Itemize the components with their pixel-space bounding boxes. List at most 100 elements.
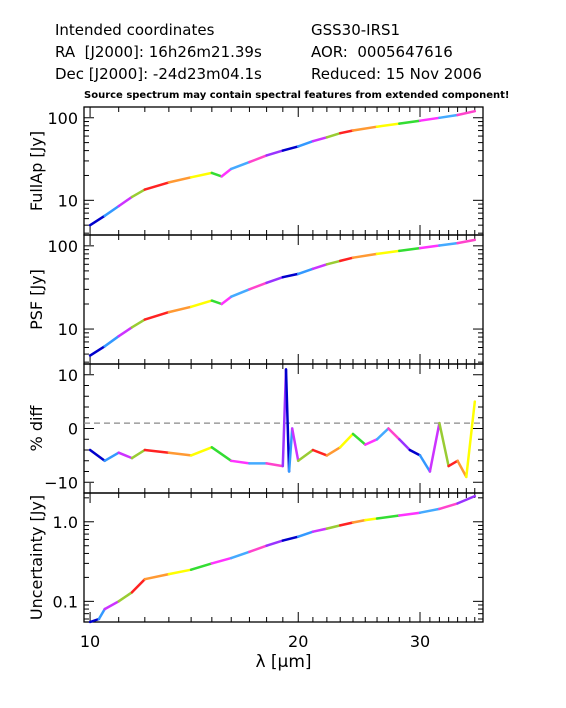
- data-segment: [311, 527, 329, 533]
- data-segment: [447, 459, 459, 468]
- x-tick-label: 10: [80, 632, 100, 651]
- data-segment: [265, 149, 285, 157]
- data-segment: [325, 259, 342, 266]
- data-segment: [265, 275, 285, 285]
- y-tick-label: 1.0: [53, 513, 78, 532]
- data-segment: [88, 214, 106, 227]
- data-segment: [167, 568, 193, 576]
- data-segment: [351, 252, 379, 259]
- data-segment: [438, 113, 459, 120]
- data-segment: [143, 181, 171, 191]
- data-segment: [375, 122, 401, 128]
- data-segment: [103, 334, 120, 348]
- data-segment: [290, 427, 300, 463]
- data-segment: [117, 195, 134, 208]
- data-segment: [103, 600, 120, 611]
- data-segment: [438, 241, 459, 247]
- data-segment: [248, 544, 268, 554]
- data-segment: [287, 427, 294, 473]
- data-segment: [296, 139, 315, 148]
- data-segment: [387, 427, 401, 441]
- data-segment: [130, 318, 147, 329]
- data-segment: [364, 517, 379, 522]
- y-axis-label: FullAp [Jy]: [27, 131, 46, 211]
- y-axis-label: % diff: [27, 405, 46, 452]
- data-segment: [456, 238, 477, 245]
- x-tick-label: 30: [410, 632, 430, 651]
- y-tick-label: 0.1: [53, 592, 78, 611]
- data-segment: [130, 577, 147, 594]
- data-segment: [117, 591, 134, 603]
- data-segment: [408, 448, 422, 457]
- data-segment: [338, 521, 355, 527]
- data-segment: [189, 446, 214, 457]
- data-segment: [438, 421, 450, 468]
- y-tick-label: 10: [58, 191, 78, 210]
- data-segment: [296, 267, 315, 276]
- header-dec: Dec [J2000]: -24d23m04.1s: [55, 65, 262, 83]
- data-segment: [351, 518, 367, 524]
- data-segment: [428, 421, 441, 473]
- data-segment: [418, 244, 441, 250]
- data-segment: [325, 446, 342, 457]
- data-segment: [284, 368, 291, 473]
- data-segment: [167, 305, 193, 314]
- panel-frame-4: [83, 492, 484, 623]
- data-segment: [117, 326, 134, 338]
- data-segment: [189, 562, 214, 571]
- data-segment: [325, 524, 342, 530]
- data-segment: [248, 154, 268, 164]
- data-segment: [189, 171, 214, 179]
- header-target-name: GSS30-IRS1: [311, 21, 401, 39]
- data-segment: [220, 295, 233, 306]
- extended-component-warning: Source spectrum may contain spectral fea…: [84, 90, 510, 101]
- data-segment: [167, 451, 193, 457]
- y-tick-label: 10: [58, 366, 78, 385]
- data-segment: [97, 607, 106, 621]
- data-segment: [438, 502, 459, 511]
- data-segment: [265, 539, 285, 547]
- x-axis-label: λ [μm]: [255, 652, 311, 672]
- data-segment: [311, 136, 329, 143]
- data-segment: [338, 129, 355, 135]
- data-segment: [88, 448, 106, 463]
- panel-frame-1: [83, 106, 484, 236]
- data-segment: [418, 507, 441, 514]
- data-segment: [418, 454, 432, 473]
- data-segment: [117, 451, 134, 460]
- y-tick-label: 10: [58, 320, 78, 339]
- data-segment: [130, 448, 147, 460]
- header-ra: RA [J2000]: 16h26m21.39s: [55, 43, 262, 61]
- x-tick-label: 20: [288, 632, 308, 651]
- data-segment: [167, 176, 193, 184]
- data-segment: [418, 116, 441, 122]
- data-segment: [364, 438, 379, 446]
- data-segment: [296, 448, 315, 463]
- data-segment: [398, 119, 422, 125]
- data-segment: [229, 288, 251, 298]
- y-axis-label: PSF [Jy]: [27, 269, 46, 330]
- data-segment: [103, 451, 120, 463]
- data-segment: [143, 572, 171, 581]
- data-segment: [398, 438, 412, 452]
- data-segment: [281, 272, 300, 279]
- y-tick-label: 0: [68, 420, 78, 439]
- data-segment: [248, 281, 268, 291]
- data-segment: [143, 310, 171, 321]
- data-segment: [398, 246, 422, 253]
- data-segment: [103, 204, 120, 218]
- data-segment: [311, 263, 329, 271]
- data-segment: [375, 427, 390, 441]
- data-segment: [456, 459, 468, 479]
- data-segment: [210, 556, 233, 565]
- data-segment: [465, 400, 477, 479]
- y-tick-label: 100: [47, 109, 78, 128]
- data-segment: [375, 514, 401, 520]
- header-intended-coordinates: Intended coordinates: [55, 21, 215, 39]
- data-segment: [189, 299, 214, 309]
- data-segment: [88, 617, 101, 624]
- data-segment: [311, 448, 329, 457]
- data-segment: [210, 446, 233, 463]
- data-segment: [229, 160, 251, 171]
